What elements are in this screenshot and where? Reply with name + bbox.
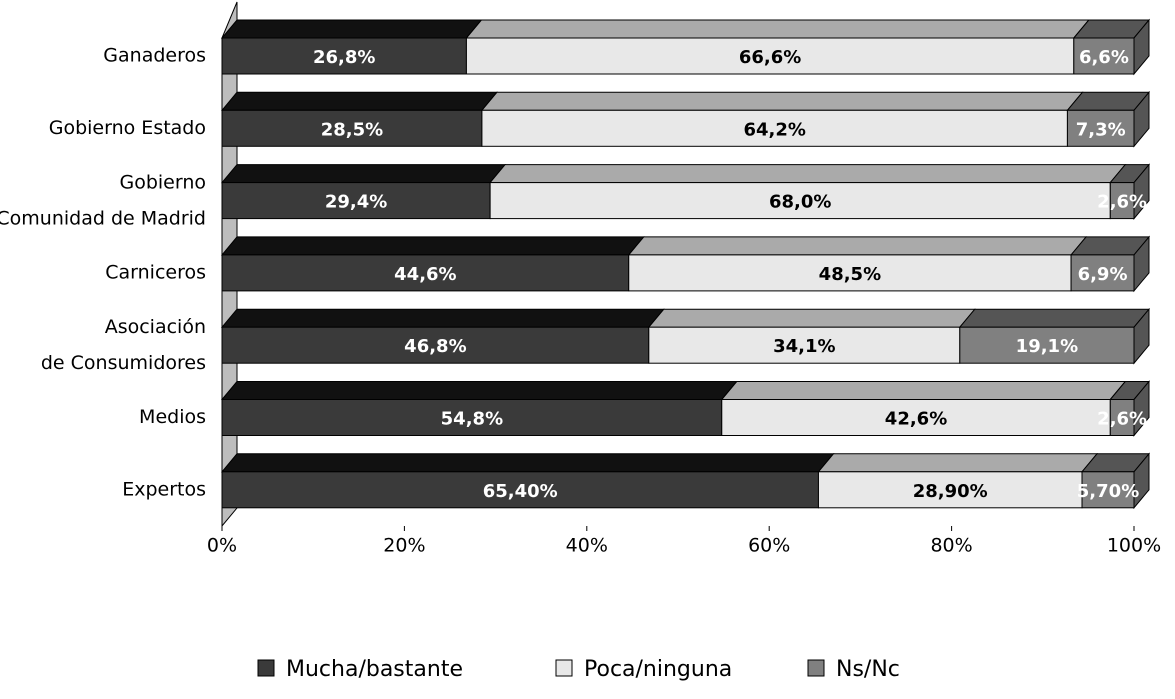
category-label: Medios — [139, 406, 206, 428]
bar — [465, 37, 1075, 75]
category-label: Ganaderos — [103, 45, 206, 67]
bar-top — [480, 91, 1084, 111]
data-label: 64,2% — [743, 119, 805, 140]
legend-swatch — [257, 659, 275, 677]
data-label: 28,5% — [321, 119, 383, 140]
data-label: 19,1% — [1016, 336, 1078, 357]
data-label: 6,9% — [1078, 264, 1128, 285]
legend-label: Mucha/bastante — [286, 657, 463, 682]
bar-top — [627, 236, 1088, 256]
x-tick-label: 40% — [566, 535, 608, 557]
bar — [1109, 399, 1135, 436]
bar-top — [220, 91, 498, 111]
data-label: 48,5% — [819, 264, 881, 285]
bar — [221, 37, 467, 75]
bar-top — [220, 453, 835, 473]
bar — [959, 326, 1135, 364]
legend-swatch — [555, 659, 573, 677]
bar — [221, 182, 491, 220]
bar — [1081, 471, 1135, 509]
data-label: 65,40% — [483, 481, 558, 502]
bar-top — [220, 381, 738, 400]
legend-swatch — [807, 659, 825, 677]
category-label: Gobierno Estado — [49, 117, 206, 139]
data-label: 68,0% — [769, 192, 831, 213]
bar — [489, 182, 1111, 220]
legend-label: Poca/ninguna — [584, 657, 732, 682]
category-label: Asociación de Consumidores — [41, 316, 206, 374]
bar — [721, 399, 1111, 436]
category-label: Carniceros — [105, 261, 206, 283]
bar-top — [647, 308, 976, 328]
bar — [817, 471, 1083, 509]
bar-top — [465, 19, 1090, 39]
bar-top — [220, 236, 645, 256]
data-label: 42,6% — [885, 409, 947, 430]
bar-top — [220, 164, 507, 184]
data-label: 46,8% — [404, 336, 466, 357]
data-label: 7,3% — [1076, 119, 1126, 140]
data-label: 6,6% — [1079, 47, 1129, 68]
x-tick-label: 0% — [207, 535, 237, 557]
bar-top — [220, 308, 665, 328]
data-label: 44,6% — [394, 264, 456, 285]
bar — [1070, 254, 1135, 292]
data-label: 5,70% — [1077, 481, 1139, 502]
x-tick-label: 80% — [930, 535, 972, 557]
data-label: 28,90% — [913, 481, 988, 502]
bar-top — [220, 19, 483, 39]
data-label: 34,1% — [773, 336, 835, 357]
data-label: 26,8% — [313, 47, 375, 68]
bar — [648, 326, 961, 364]
bar-top — [720, 381, 1127, 400]
x-tick-label: 100% — [1107, 535, 1161, 557]
bar — [221, 254, 630, 292]
bar — [221, 399, 723, 436]
bar-top — [958, 308, 1151, 328]
x-tick-label: 60% — [748, 535, 790, 557]
bar — [1109, 182, 1135, 220]
bar — [628, 254, 1072, 292]
bar — [221, 326, 650, 364]
bar — [1073, 37, 1135, 75]
data-label: 29,4% — [325, 192, 387, 213]
data-label: 2,6% — [1097, 192, 1147, 213]
bar-top — [817, 453, 1099, 473]
data-label: 2,6% — [1097, 409, 1147, 430]
x-tick-label: 20% — [383, 535, 425, 557]
bar — [1066, 109, 1135, 147]
data-label: 54,8% — [441, 409, 503, 430]
category-label: Expertos — [122, 478, 206, 500]
legend-label: Ns/Nc — [836, 657, 900, 682]
category-label: Gobierno Comunidad de Madrid — [0, 171, 206, 229]
bar-top — [489, 164, 1127, 184]
data-label: 66,6% — [739, 47, 801, 68]
